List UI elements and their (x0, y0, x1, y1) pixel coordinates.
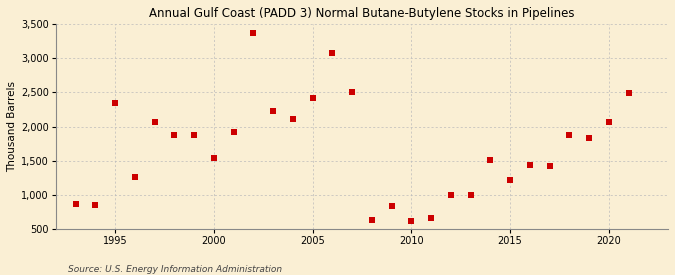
Point (149, 120, 160, 125)
Point (564, 133, 574, 138)
Point (268, 109, 279, 114)
Point (524, 163, 535, 168)
Point (90, 203, 101, 207)
Point (465, 193, 476, 197)
Point (347, 90, 358, 95)
Point (169, 133, 180, 138)
Text: Source: U.S. Energy Information Administration: Source: U.S. Energy Information Administ… (68, 265, 281, 274)
Point (130, 175, 140, 179)
Point (189, 133, 200, 138)
Point (228, 130, 239, 134)
Point (288, 117, 298, 121)
Point (505, 178, 516, 182)
Point (544, 164, 555, 168)
Title: Annual Gulf Coast (PADD 3) Normal Butane-Butylene Stocks in Pipelines: Annual Gulf Coast (PADD 3) Normal Butane… (149, 7, 574, 20)
Point (327, 50, 338, 55)
Point (307, 96, 318, 101)
Point (623, 91, 634, 95)
Point (446, 193, 456, 197)
Point (248, 31, 259, 35)
Point (386, 204, 397, 208)
Point (209, 156, 219, 160)
Point (367, 217, 377, 222)
Point (426, 216, 437, 220)
Y-axis label: Thousand Barrels: Thousand Barrels (7, 81, 17, 172)
Point (70, 202, 81, 206)
Point (603, 120, 614, 124)
Point (406, 219, 416, 223)
Point (584, 136, 595, 140)
Point (110, 100, 121, 105)
Point (485, 158, 495, 162)
